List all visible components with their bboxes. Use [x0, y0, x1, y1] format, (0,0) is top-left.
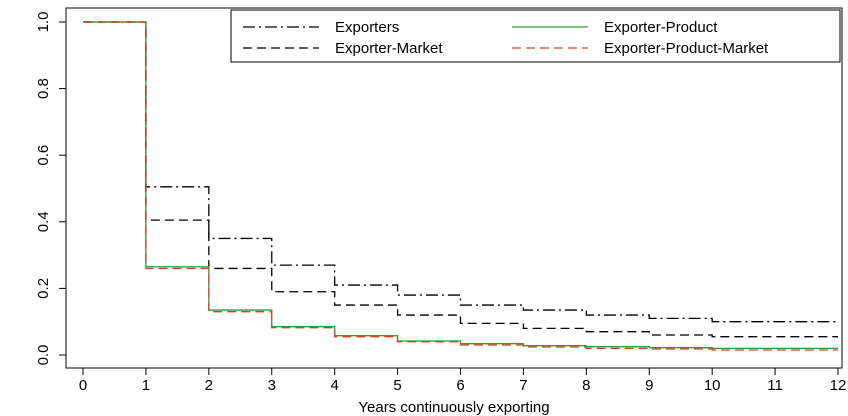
x-axis-label: Years continuously exporting	[358, 399, 549, 416]
x-tick-label: 10	[704, 377, 721, 394]
legend: Exporters Exporter-Market Exporter-Product…	[230, 9, 841, 63]
x-tick-label: 12	[830, 377, 847, 394]
legend-label-exporter-product: Exporter-Product	[604, 19, 718, 36]
x-tick-label: 11	[767, 377, 783, 394]
y-tick-label: 0.4	[35, 211, 52, 232]
y-tick-label: 0.2	[35, 278, 52, 299]
y-tick-label: 0.0	[35, 345, 52, 366]
x-tick-label: 4	[330, 377, 338, 394]
legend-box	[230, 9, 841, 63]
x-tick-label: 1	[142, 377, 150, 394]
plot-frame	[65, 7, 843, 369]
series-line-exporter-market	[83, 21, 838, 338]
legend-label-exporter-market: Exporter-Market	[335, 40, 443, 57]
plot-area	[65, 7, 843, 369]
x-tick-label: 5	[393, 377, 401, 394]
series-line-exporters	[83, 21, 838, 323]
x-tick-label: 9	[645, 377, 653, 394]
x-tick-label: 7	[519, 377, 527, 394]
x-tick-label: 8	[582, 377, 590, 394]
series-line-exporter-product-market	[83, 21, 838, 351]
legend-label-exporters: Exporters	[335, 19, 399, 36]
x-tick-label: 3	[268, 377, 276, 394]
y-axis: 0.0 0.2 0.4 0.6 0.8 1.0	[35, 12, 66, 366]
legend-label-exporter-product-market: Exporter-Product-Market	[604, 40, 769, 57]
x-tick-label: 0	[79, 377, 87, 394]
y-tick-label: 0.6	[35, 145, 52, 166]
x-tick-label: 2	[205, 377, 213, 394]
x-axis: 0 1 2 3 4 5 6 7 8 9 10 11 12	[79, 368, 847, 394]
y-tick-label: 1.0	[35, 12, 52, 33]
x-tick-label: 6	[456, 377, 464, 394]
series-layer	[83, 21, 838, 351]
y-tick-label: 0.8	[35, 78, 52, 99]
